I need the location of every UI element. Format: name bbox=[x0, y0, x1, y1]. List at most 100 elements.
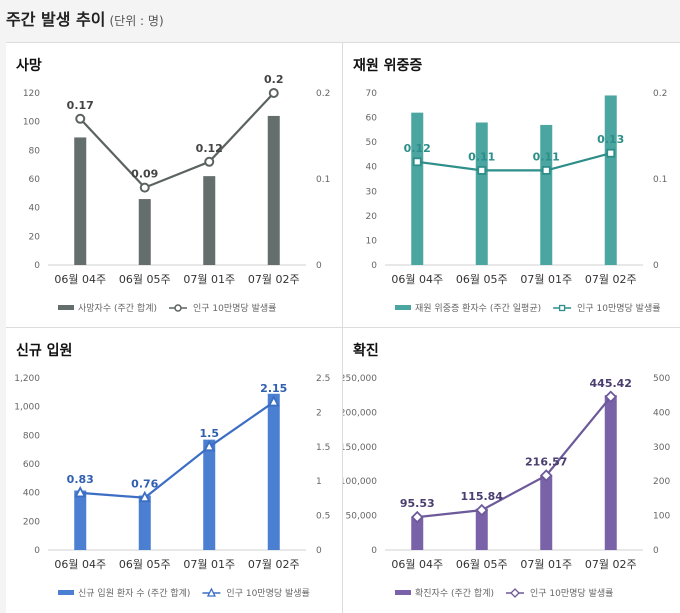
y-tick-label: 50,000 bbox=[346, 512, 378, 522]
panel-confirmed: 확진 0 50,000 100,000 150,000 200,000 250,000 0 1… bbox=[343, 328, 680, 613]
y2-tick-label: 0.1 bbox=[316, 175, 330, 185]
y-tick-label: 60 bbox=[29, 175, 41, 185]
y2-tick-label: 300 bbox=[653, 443, 670, 453]
y-tick-label: 1,000 bbox=[14, 403, 40, 413]
panel-title: 확진 bbox=[353, 343, 379, 359]
x-tick-label: 06월 05주 bbox=[119, 558, 171, 571]
x-tick-label: 06월 05주 bbox=[456, 558, 508, 571]
bar bbox=[411, 112, 424, 266]
y-tick-label: 120 bbox=[23, 89, 40, 99]
x-tick-label: 07월 01주 bbox=[520, 558, 572, 571]
y2-tick-label: 2 bbox=[316, 408, 322, 418]
y2-tick-label: 0.1 bbox=[653, 175, 667, 185]
y-tick-label: 800 bbox=[23, 431, 40, 441]
y-tick-label: 40 bbox=[29, 204, 41, 214]
legend-bar-label: 신규 입원 환자 수 (주간 합계) bbox=[78, 587, 190, 599]
legend-bar-swatch bbox=[395, 305, 411, 310]
data-label: 0.2 bbox=[264, 73, 284, 86]
y-tick-label: 40 bbox=[366, 163, 378, 173]
legend-bar-swatch bbox=[58, 305, 74, 310]
line-point bbox=[74, 485, 87, 498]
data-label: 2.15 bbox=[260, 382, 287, 395]
line-point bbox=[539, 469, 553, 482]
data-label: 0.11 bbox=[468, 150, 495, 163]
y2-tick-label: 400 bbox=[653, 408, 670, 418]
bar bbox=[540, 475, 553, 550]
line-point bbox=[606, 148, 616, 158]
line-point bbox=[541, 166, 551, 175]
bar bbox=[475, 122, 488, 265]
panel-title: 신규 입원 bbox=[16, 343, 73, 359]
legend-bar-label: 사망자수 (주간 합계) bbox=[78, 302, 157, 314]
data-label: 0.83 bbox=[67, 473, 94, 486]
y2-tick-label: 0 bbox=[316, 261, 322, 271]
y2-tick-label: 100 bbox=[653, 512, 670, 522]
y-tick-label: 70 bbox=[366, 89, 378, 99]
bar bbox=[203, 439, 216, 550]
data-label: 0.17 bbox=[67, 99, 94, 112]
y-tick-label: 30 bbox=[366, 187, 378, 197]
data-label: 216.57 bbox=[525, 455, 567, 468]
y-tick-label: 0 bbox=[371, 261, 377, 271]
bar bbox=[203, 176, 216, 265]
legend-marker bbox=[174, 304, 182, 312]
panel-deaths: 사망 0 20 40 60 80 100 120 0 0.1 0.2 06월 04주 06월 05주 0… bbox=[6, 43, 343, 328]
legend-bar-swatch bbox=[395, 590, 411, 595]
line-point bbox=[267, 395, 280, 407]
data-label: 0.09 bbox=[131, 168, 158, 181]
y-tick-label: 80 bbox=[29, 146, 41, 156]
line-point bbox=[475, 503, 489, 517]
legend-line-label: 인구 10만명당 발생률 bbox=[577, 303, 660, 314]
panel-title: 재원 위중증 bbox=[353, 58, 423, 74]
x-tick-label: 07월 01주 bbox=[520, 273, 572, 286]
y2-tick-label: 2.5 bbox=[316, 374, 330, 384]
y2-tick-label: 0 bbox=[653, 261, 659, 271]
y-tick-label: 10 bbox=[366, 236, 378, 246]
y-tick-label: 50 bbox=[366, 138, 378, 148]
x-tick-label: 07월 01주 bbox=[183, 558, 235, 571]
x-tick-label: 06월 04주 bbox=[54, 273, 106, 286]
legend-marker bbox=[558, 304, 566, 312]
y2-tick-label: 0 bbox=[316, 546, 322, 556]
y-tick-label: 200 bbox=[23, 517, 40, 527]
y-tick-label: 0 bbox=[34, 261, 40, 271]
line-point bbox=[268, 88, 279, 98]
y2-tick-label: 0.2 bbox=[316, 89, 330, 99]
bar bbox=[540, 124, 553, 265]
legend-marker bbox=[206, 587, 216, 597]
y-tick-label: 100 bbox=[23, 118, 40, 128]
bar bbox=[475, 508, 488, 550]
bar bbox=[267, 115, 280, 265]
y-tick-label: 150,000 bbox=[343, 443, 377, 453]
bar bbox=[138, 199, 151, 265]
line-point bbox=[410, 510, 424, 524]
bar bbox=[411, 516, 424, 550]
y2-tick-label: 1.5 bbox=[316, 443, 330, 453]
series-line bbox=[79, 92, 275, 189]
line-point bbox=[203, 439, 216, 452]
data-label: 0.13 bbox=[597, 133, 624, 146]
x-tick-label: 06월 05주 bbox=[456, 273, 508, 286]
y-tick-label: 100,000 bbox=[343, 477, 377, 487]
legend-line-label: 인구 10만명당 발생률 bbox=[193, 303, 276, 314]
line-point bbox=[75, 113, 86, 124]
y-tick-label: 250,000 bbox=[343, 374, 377, 384]
chart-admissions: 0 200 400 600 800 1,000 1,200 0 0.5 1 1.5 2 2.5 06월 0… bbox=[14, 374, 330, 599]
series-line bbox=[80, 401, 275, 499]
legend-bar-label: 재원 위중증 환자수 (주간 일평균) bbox=[415, 302, 541, 314]
line-point bbox=[139, 182, 150, 193]
x-tick-label: 07월 02주 bbox=[248, 273, 300, 286]
legend-marker bbox=[510, 588, 520, 598]
series-line bbox=[417, 152, 612, 172]
chart-deaths: 0 20 40 60 80 100 120 0 0.1 0.2 06월 04주 06월 05주 07월 … bbox=[23, 73, 331, 314]
y2-tick-label: 0 bbox=[653, 546, 659, 556]
series-line bbox=[417, 396, 612, 519]
x-tick-label: 06월 04주 bbox=[391, 558, 443, 571]
page-header: 주간 발생 추이 (단위 : 명) bbox=[6, 6, 164, 32]
data-label: 95.53 bbox=[400, 497, 435, 510]
y2-tick-label: 0.2 bbox=[653, 89, 667, 99]
y-tick-label: 20 bbox=[366, 212, 378, 222]
y-tick-label: 1,200 bbox=[14, 374, 40, 384]
data-label: 115.84 bbox=[461, 490, 504, 503]
y2-tick-label: 1 bbox=[316, 477, 322, 487]
